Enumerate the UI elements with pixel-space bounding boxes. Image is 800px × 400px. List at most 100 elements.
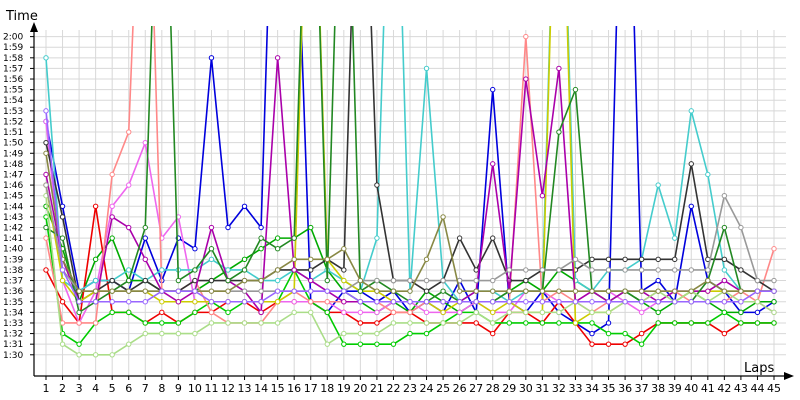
y-tick-label: 1:39	[3, 255, 23, 265]
data-point	[771, 299, 777, 305]
data-point	[490, 86, 496, 93]
x-tick-label: 23	[403, 382, 417, 395]
data-point	[357, 277, 364, 284]
data-point	[672, 320, 678, 326]
data-point	[589, 288, 595, 294]
y-tick-label: 1:56	[3, 75, 23, 85]
y-tick-label: 1:35	[3, 298, 23, 308]
x-tick-label: 18	[320, 382, 334, 395]
x-tick-label: 28	[486, 382, 500, 395]
y-tick-label: 1:30	[3, 351, 23, 361]
data-point	[539, 309, 546, 316]
data-point	[59, 341, 66, 347]
data-point	[605, 320, 612, 326]
data-point	[291, 309, 297, 316]
data-point	[142, 277, 148, 284]
data-point	[341, 330, 347, 337]
data-point	[175, 299, 182, 305]
data-point	[771, 246, 777, 252]
data-point	[589, 299, 595, 305]
y-tick-label: 1:50	[3, 139, 23, 149]
data-point	[605, 267, 612, 273]
data-point	[490, 235, 496, 241]
data-point	[605, 341, 612, 347]
data-point	[705, 171, 711, 178]
y-tick-label: 1:52	[3, 117, 23, 127]
data-point	[59, 214, 66, 220]
data-point	[423, 277, 430, 284]
x-tick-label: 9	[175, 382, 182, 395]
data-point	[374, 309, 380, 316]
data-point	[490, 299, 496, 305]
data-point	[456, 299, 463, 305]
data-point	[225, 320, 231, 326]
data-point	[374, 299, 380, 305]
series-12	[43, 192, 777, 358]
data-point	[539, 320, 546, 326]
data-point	[142, 299, 148, 305]
data-point	[655, 277, 661, 284]
data-point	[672, 235, 678, 241]
y-axis-arrow	[30, 22, 38, 32]
data-point	[622, 299, 628, 305]
data-point	[423, 256, 430, 263]
x-tick-label: 44	[750, 382, 764, 395]
data-point	[655, 288, 661, 294]
data-point	[523, 277, 529, 284]
data-point	[705, 288, 711, 294]
data-point	[274, 267, 281, 273]
data-point	[456, 309, 463, 316]
data-point	[241, 299, 248, 305]
data-point	[622, 341, 628, 347]
data-point	[192, 330, 198, 337]
data-point	[357, 299, 364, 305]
data-point	[126, 224, 132, 231]
data-point	[357, 330, 364, 337]
y-tick-label: 1:42	[3, 224, 23, 234]
data-point	[688, 267, 694, 273]
data-point	[407, 309, 413, 316]
data-point	[126, 309, 132, 316]
data-point	[506, 299, 512, 305]
x-tick-label: 31	[535, 382, 549, 395]
data-point	[159, 288, 165, 294]
data-point	[771, 288, 777, 294]
x-tick-label: 34	[585, 382, 599, 395]
data-point	[721, 267, 728, 273]
x-tick-label: 3	[76, 382, 83, 395]
data-point	[142, 330, 148, 337]
data-point	[142, 288, 148, 294]
data-point	[142, 224, 148, 231]
data-point	[754, 320, 761, 326]
y-tick-label: 1:49	[3, 149, 23, 159]
data-point	[374, 320, 380, 326]
data-point	[208, 299, 215, 305]
data-point	[605, 309, 612, 316]
data-point	[308, 288, 314, 294]
x-tick-label: 30	[519, 382, 533, 395]
x-tick-label: 1	[43, 382, 50, 395]
data-point	[655, 299, 661, 305]
x-tick-label: 22	[386, 382, 400, 395]
data-point	[59, 277, 66, 284]
data-point	[291, 235, 297, 241]
data-point	[390, 277, 397, 284]
x-tick-label: 24	[420, 382, 434, 395]
data-point	[638, 330, 645, 337]
data-point	[324, 341, 330, 347]
data-point	[655, 256, 661, 263]
data-point	[341, 341, 347, 347]
y-axis-title: Time	[5, 9, 38, 24]
data-point	[423, 288, 430, 294]
data-point	[159, 320, 165, 326]
data-point	[175, 320, 182, 326]
data-point	[76, 352, 82, 358]
y-tick-label: 1:41	[3, 234, 23, 244]
x-tick-label: 43	[734, 382, 748, 395]
data-point	[407, 288, 413, 294]
data-point	[556, 267, 562, 273]
data-point	[225, 288, 231, 294]
data-point	[622, 330, 628, 337]
data-point	[738, 320, 744, 326]
y-tick-label: 1:57	[3, 64, 23, 74]
